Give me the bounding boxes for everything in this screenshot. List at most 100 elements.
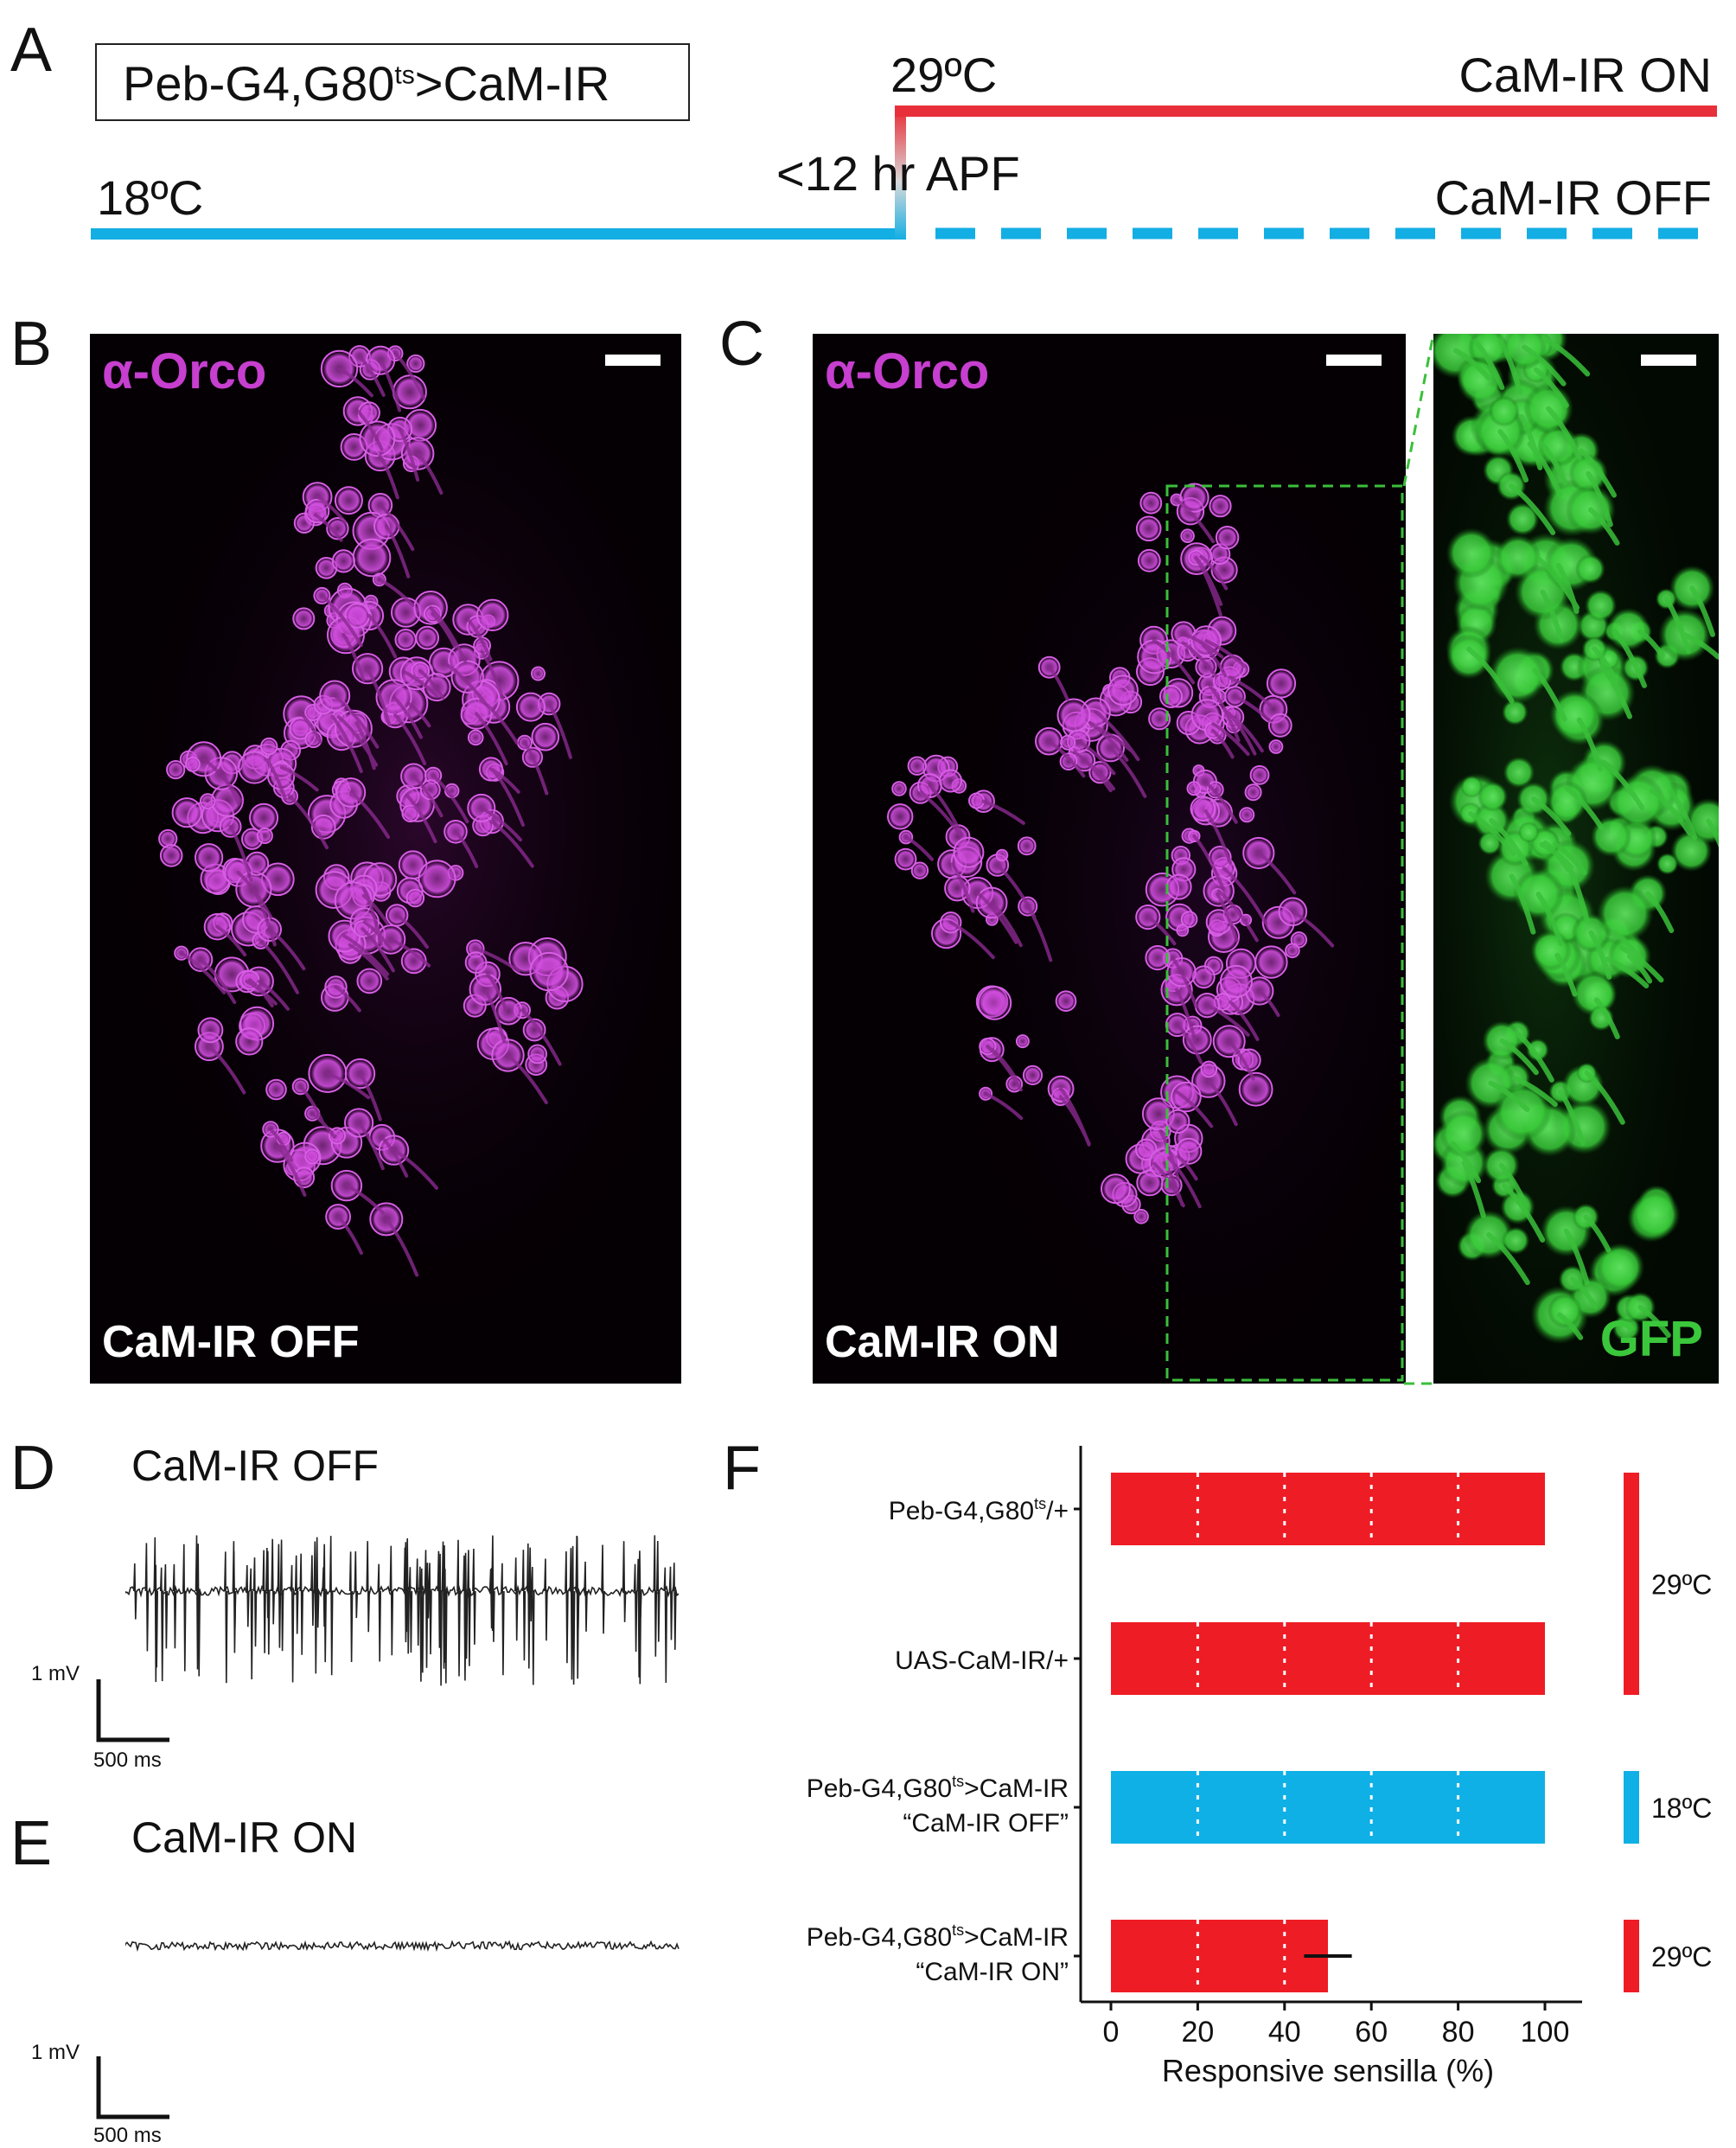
dendrite bbox=[479, 806, 522, 842]
dendrite bbox=[1530, 796, 1572, 836]
dendrite bbox=[316, 495, 348, 524]
dendrite bbox=[1094, 710, 1140, 762]
dendrite bbox=[1210, 728, 1235, 759]
spike bbox=[656, 1540, 661, 1642]
neuron-soma bbox=[529, 951, 569, 992]
temperature-group-label: 18ºC bbox=[1651, 1793, 1712, 1824]
dendrite bbox=[1509, 483, 1556, 535]
neuron-soma bbox=[1244, 783, 1262, 802]
neuron-soma bbox=[256, 828, 273, 844]
spike bbox=[262, 1550, 266, 1653]
spike bbox=[315, 1537, 320, 1628]
dendrite bbox=[348, 790, 390, 839]
neuron-soma bbox=[1502, 334, 1548, 370]
dendrite bbox=[1558, 1089, 1586, 1146]
dendrite bbox=[1167, 1156, 1202, 1209]
dendrite bbox=[1489, 818, 1529, 866]
dendrite bbox=[361, 893, 389, 925]
spike bbox=[232, 1541, 237, 1653]
dendrite bbox=[928, 783, 964, 837]
cam-ir-on-label: CaM-IR ON bbox=[1458, 48, 1712, 102]
dendrite bbox=[1199, 554, 1229, 591]
dendrite bbox=[337, 367, 373, 398]
orco-stain-label-c: α-Orco bbox=[825, 343, 990, 400]
spike bbox=[636, 1558, 641, 1678]
dendrite bbox=[362, 920, 393, 951]
dendrite bbox=[1291, 910, 1335, 948]
dendrite bbox=[506, 1053, 548, 1104]
spike bbox=[489, 1568, 495, 1632]
dendrite bbox=[975, 891, 1018, 944]
scale-mv-e: 1 mV bbox=[31, 2041, 80, 2064]
neuron-soma bbox=[1254, 945, 1288, 979]
condition-label-c: CaM-IR ON bbox=[825, 1317, 1060, 1367]
dendrite bbox=[489, 820, 534, 868]
dendrite bbox=[1202, 643, 1228, 678]
dendrite bbox=[520, 1008, 562, 1066]
genotype-label: Peb-G4,G80ts>CaM-IR bbox=[123, 56, 610, 111]
neuron-soma bbox=[1060, 734, 1076, 751]
neuron-soma bbox=[235, 1027, 264, 1056]
dendrite bbox=[1175, 1090, 1214, 1128]
neuron-soma bbox=[515, 692, 546, 722]
spike bbox=[182, 1544, 187, 1672]
bar bbox=[1111, 1771, 1545, 1844]
dendrite bbox=[442, 661, 487, 705]
neuron-soma bbox=[1285, 943, 1300, 959]
neuron-soma bbox=[977, 986, 1012, 1020]
dendrite bbox=[401, 669, 439, 699]
dendrite bbox=[258, 938, 299, 994]
trace-title-on: CaM-IR ON bbox=[131, 1813, 358, 1862]
dendrite bbox=[454, 829, 479, 868]
x-axis-title: Responsive sensilla (%) bbox=[1162, 2053, 1494, 2088]
neuron-soma bbox=[1107, 674, 1139, 706]
trace-title-off: CaM-IR OFF bbox=[131, 1442, 380, 1490]
spike bbox=[279, 1539, 284, 1652]
temp-29c-label: 29ºC bbox=[890, 48, 998, 102]
gfp-neuron-field bbox=[1433, 334, 1719, 1384]
neuron-soma bbox=[265, 1078, 287, 1101]
dendrite bbox=[1497, 338, 1523, 395]
spike bbox=[622, 1541, 627, 1622]
neuron-soma bbox=[450, 660, 484, 694]
neuron-soma bbox=[1135, 1138, 1158, 1161]
category-label: UAS-CaM-IR/+ bbox=[895, 1646, 1069, 1675]
dendrite bbox=[1452, 348, 1491, 380]
neuron-soma bbox=[260, 737, 278, 756]
dendrite bbox=[1663, 596, 1692, 655]
neuron-soma bbox=[1056, 698, 1091, 732]
neuron-soma bbox=[1200, 1060, 1218, 1078]
neuron-soma bbox=[939, 769, 962, 793]
dendrite bbox=[279, 765, 319, 792]
neuron-soma bbox=[1595, 1243, 1645, 1292]
spike bbox=[310, 1555, 315, 1627]
dendrite bbox=[1158, 1129, 1181, 1182]
dendrite bbox=[269, 1127, 293, 1162]
spike bbox=[294, 1555, 299, 1634]
temperature-group-bar bbox=[1624, 1920, 1639, 1992]
dendrite bbox=[1626, 953, 1653, 984]
bar bbox=[1111, 1473, 1545, 1545]
neuron-soma bbox=[1179, 483, 1209, 513]
neuron-soma bbox=[1571, 970, 1618, 1017]
dendrite bbox=[348, 943, 389, 981]
dendrite bbox=[207, 1045, 246, 1095]
neuron-soma bbox=[415, 625, 440, 650]
neuron-soma bbox=[331, 549, 355, 573]
dendrite bbox=[357, 1121, 385, 1171]
dendrite bbox=[341, 632, 366, 682]
spike bbox=[444, 1569, 448, 1684]
dendrite bbox=[1593, 997, 1620, 1039]
dendrite bbox=[1554, 952, 1578, 997]
spike bbox=[428, 1563, 432, 1655]
dendrite bbox=[1467, 810, 1516, 857]
spike bbox=[271, 1538, 275, 1625]
neuron-soma bbox=[1180, 911, 1198, 929]
dendrite bbox=[1569, 1276, 1599, 1309]
dendrite bbox=[431, 611, 457, 649]
neuron-soma bbox=[1139, 491, 1163, 515]
neuron-soma bbox=[1460, 775, 1484, 798]
dendrite bbox=[1497, 429, 1529, 483]
dendrite bbox=[298, 1084, 324, 1124]
neuron-soma bbox=[527, 1044, 547, 1064]
